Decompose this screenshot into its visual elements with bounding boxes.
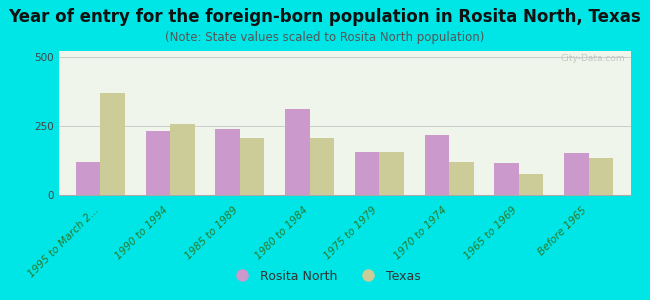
Bar [449, 162, 474, 195]
Bar [589, 158, 613, 195]
Bar [100, 92, 125, 195]
Text: (Note: State values scaled to Rosita North population): (Note: State values scaled to Rosita Nor… [165, 32, 485, 44]
Bar [240, 138, 265, 195]
Text: City-Data.com: City-Data.com [560, 54, 625, 63]
Legend: Rosita North, Texas: Rosita North, Texas [224, 265, 426, 288]
Bar [424, 136, 449, 195]
Bar [285, 109, 309, 195]
Bar [170, 124, 194, 195]
Bar [380, 152, 404, 195]
Bar [355, 152, 380, 195]
Bar [519, 174, 543, 195]
Bar [215, 128, 240, 195]
Bar [76, 162, 100, 195]
Text: Year of entry for the foreign-born population in Rosita North, Texas: Year of entry for the foreign-born popul… [8, 8, 642, 26]
Bar [495, 163, 519, 195]
Bar [309, 138, 334, 195]
Bar [146, 131, 170, 195]
Bar [564, 154, 589, 195]
